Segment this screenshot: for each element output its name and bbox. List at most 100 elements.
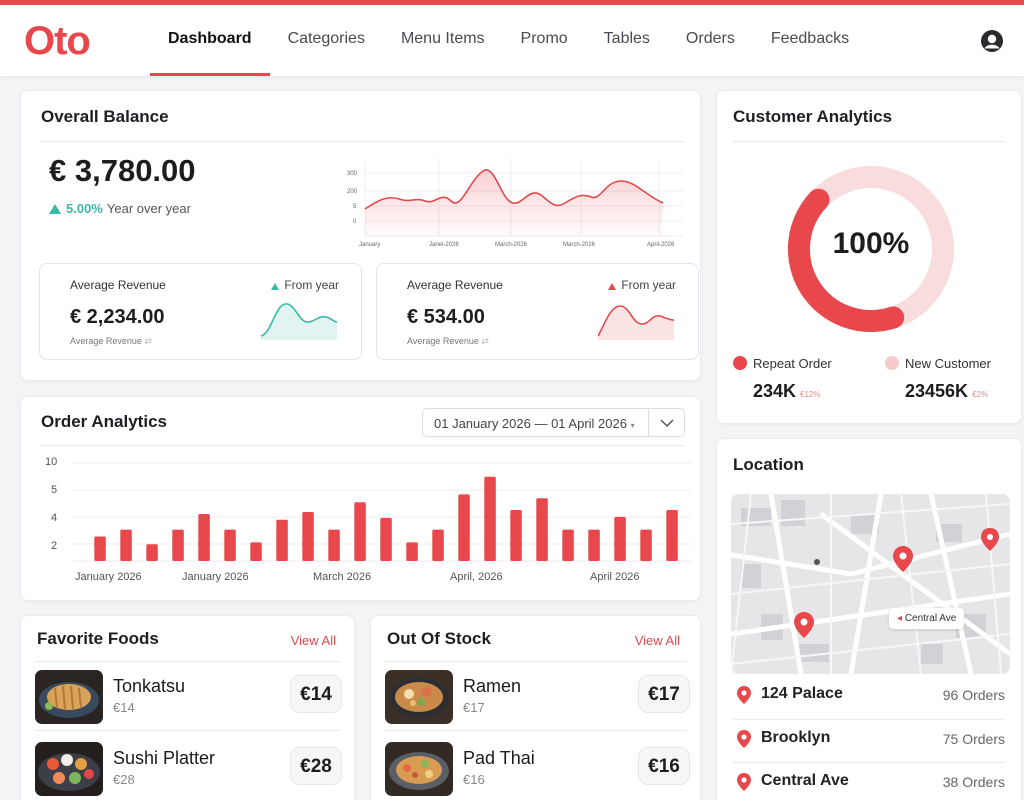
price-badge: €16 [638,747,690,785]
location-order-count: 75 Orders [942,731,1005,747]
balance-area [365,169,663,236]
divider [35,730,340,731]
view-all-link[interactable]: View All [634,633,680,648]
nav-tables[interactable]: Tables [603,30,650,47]
food-item[interactable]: Sushi Platter €28 €28 [21,738,354,800]
nav-promo[interactable]: Promo [520,30,568,47]
oto-logo[interactable]: Oto [24,19,91,63]
location-map[interactable]: ◂ Central Ave [731,494,1010,674]
x-tick: April, 2026 [450,571,503,583]
location-order-count: 96 Orders [942,687,1005,703]
divider [41,445,684,446]
x-tick: March-2026 [563,242,596,248]
location-row[interactable]: 124 Palace 96 Orders [717,677,1023,719]
date-range-picker[interactable]: 01 January 2026 — 01 April 2026 ▾ [422,408,685,437]
order-bar [406,542,418,561]
x-tick: April 2026 [590,571,640,583]
y-tick: 5 [353,204,357,210]
card-title: Customer Analytics [733,107,893,126]
x-tick: Janel-2026 [429,242,459,248]
order-bar [146,544,158,561]
trend-up-icon [608,283,617,290]
avg-revenue-card-2[interactable]: Average Revenue € 534.00 Average Revenue… [376,263,699,360]
date-range-value: 01 January 2026 — 01 April 2026 ▾ [434,416,635,431]
food-name: Sushi Platter [113,748,216,768]
divider [733,719,1005,720]
nav-dashboard[interactable]: Dashboard [150,5,270,76]
ramen-image [385,670,453,724]
avg-revenue-amount: € 2,234.00 [70,306,165,328]
location-name: 124 Palace [761,685,843,702]
view-all-link[interactable]: View All [290,633,336,648]
order-bar [354,502,366,561]
map-pin-icon [737,773,751,791]
overall-balance-card: Overall Balance € 3,780.00 5.00% Year ove… [20,90,701,381]
legend-repeat-order: Repeat Order [733,356,832,371]
y-tick: 10 [45,456,57,468]
repeat-order-value: 234K €12% [753,381,821,401]
map-tag: ◂ Central Ave [889,608,965,629]
nav-feedbacks[interactable]: Feedbacks [770,30,850,47]
y-tick: 0 [353,219,357,225]
price-badge: €17 [638,675,690,713]
avg-revenue-label: Average Revenue [407,278,503,292]
new-customer-value: 23456K €2% [905,381,989,401]
customer-donut-chart [787,166,954,333]
legend-dot [885,356,899,370]
order-bar [198,514,210,561]
order-bar [562,529,574,561]
food-name: Ramen [463,676,522,696]
map-pin-icon [737,686,751,704]
food-item[interactable]: Tonkatsu €14 €14 [21,666,354,730]
x-tick: April-2026 [647,242,675,248]
balance-amount: € 3,780.00 [49,153,196,188]
location-row[interactable]: Central Ave 38 Orders [717,764,1023,800]
y-tick: 4 [51,512,57,524]
x-tick: March 2026 [313,571,371,583]
nav-menu-items[interactable]: Menu Items [400,30,485,47]
from-year: From year [271,278,339,292]
food-subprice: €14 [113,700,135,715]
out-of-stock-card: Out Of Stock View All Ramen €17 €17 Pad … [370,615,701,800]
divider [41,141,684,142]
price-badge: €14 [290,675,342,713]
user-icon[interactable] [980,29,1004,53]
location-name: Central Ave [761,772,849,789]
nav-orders[interactable]: Orders [685,30,735,47]
change-label: Year over year [106,201,191,216]
legend-dot [733,356,747,370]
location-row[interactable]: Brooklyn 75 Orders [717,721,1023,763]
food-subprice: €28 [113,772,135,787]
favorite-foods-card: Favorite Foods View All Tonkatsu €14 €14… [20,615,355,800]
location-order-count: 38 Orders [942,774,1005,790]
balance-line [364,169,664,210]
divider [385,730,686,731]
x-tick: January 2026 [75,571,142,583]
order-bar [302,512,314,561]
pad-thai-image [385,742,453,796]
divider [385,661,686,662]
price-badge: €28 [290,747,342,785]
order-bar [588,529,600,561]
avg-revenue-caption: Average Revenue ⇄ [70,336,152,346]
chevron-down-icon[interactable] [648,409,684,436]
nav-categories[interactable]: Categories [287,30,365,47]
legend-new-customer: New Customer [885,356,991,371]
location-card: Location ◂ Central Ave 124 [716,438,1022,800]
order-bar [614,516,626,561]
from-year: From year [608,278,676,292]
order-bar [380,517,392,561]
avg-revenue-card-1[interactable]: Average Revenue € 2,234.00 Average Reven… [39,263,362,360]
x-tick: January [359,242,380,248]
y-tick: 200 [347,189,358,195]
food-name: Tonkatsu [113,676,186,696]
revenue-sparkline-teal [261,303,337,340]
order-bar [120,529,132,561]
order-bar [328,529,340,561]
food-item[interactable]: Ramen €17 €17 [371,666,700,730]
card-title: Overall Balance [41,107,169,126]
order-bar [666,510,678,561]
trend-up-icon [49,204,61,214]
food-item[interactable]: Pad Thai €16 €16 [371,738,700,800]
customer-analytics-card: Customer Analytics 100% Repeat Order New… [716,90,1022,424]
